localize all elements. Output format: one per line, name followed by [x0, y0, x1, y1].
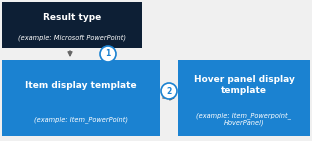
Text: Item display template: Item display template — [25, 81, 137, 90]
FancyBboxPatch shape — [2, 2, 142, 48]
Circle shape — [161, 83, 177, 99]
Circle shape — [100, 46, 116, 62]
FancyBboxPatch shape — [2, 60, 160, 136]
Text: Result type: Result type — [43, 13, 101, 22]
Text: Hover panel display
template: Hover panel display template — [193, 75, 295, 95]
Text: (example: Microsoft PowerPoint): (example: Microsoft PowerPoint) — [18, 35, 126, 41]
Text: (example: Item_PowerPoint): (example: Item_PowerPoint) — [34, 116, 128, 123]
Text: 2: 2 — [166, 86, 172, 95]
FancyBboxPatch shape — [178, 60, 310, 136]
Text: 1: 1 — [105, 49, 111, 59]
Text: (example: Item_Powerpoint_
HoverPanel): (example: Item_Powerpoint_ HoverPanel) — [197, 112, 291, 126]
